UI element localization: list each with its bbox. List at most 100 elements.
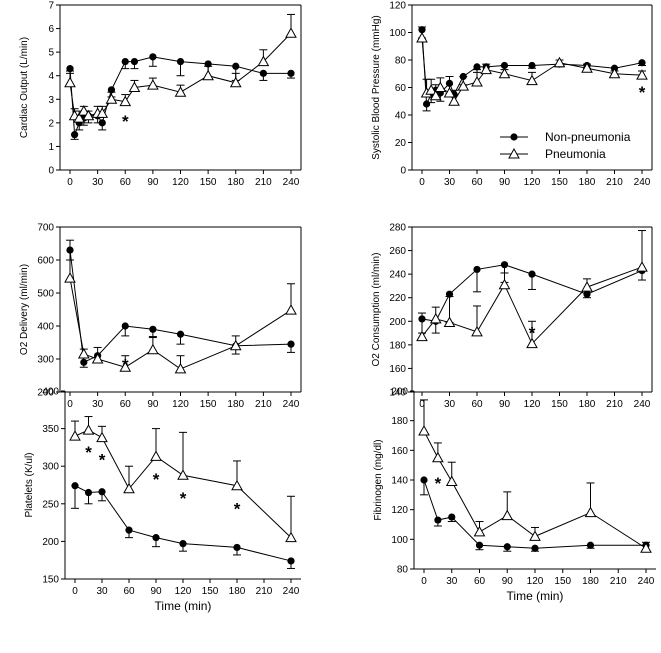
series-pneumonia <box>69 416 297 543</box>
x-tick-label: 90 <box>499 177 511 188</box>
data-point-triangle <box>448 95 460 106</box>
data-point-triangle <box>257 55 270 67</box>
data-point-triangle <box>498 278 511 290</box>
y-tick-label: 120 <box>391 505 408 516</box>
data-point-triangle <box>636 69 648 80</box>
y-tick-label: 100 <box>391 535 408 546</box>
significance-star: * <box>639 83 646 102</box>
data-point-triangle <box>471 325 483 337</box>
y-tick-label: 400 <box>42 387 59 398</box>
y-tick-label: 0 <box>400 166 406 177</box>
data-point-triangle <box>285 304 297 315</box>
data-point-triangle <box>432 451 444 463</box>
data-point-triangle <box>177 469 189 480</box>
x-tick-label: 150 <box>200 399 217 410</box>
significance-star: * <box>180 489 187 508</box>
y-tick-label: 140 <box>391 476 408 487</box>
y-tick-label: 6 <box>48 24 54 35</box>
data-point-triangle <box>581 62 593 73</box>
y-tick-label: 700 <box>37 223 54 234</box>
data-point-triangle <box>471 75 483 87</box>
x-tick-label: 0 <box>421 576 427 587</box>
y-tick-label: 260 <box>389 246 406 257</box>
legend-marker-pneumonia <box>508 147 520 159</box>
data-point-triangle <box>553 56 566 68</box>
legend-marker-non-pneumonia <box>510 133 518 141</box>
data-point-circle <box>420 476 428 484</box>
x-tick-label: 60 <box>471 399 483 410</box>
data-point-circle <box>152 534 160 542</box>
data-point-triangle <box>77 105 90 116</box>
chart-fibrinogen: 80 100 120 140 160 180 200 0 30 60 90 120 150 180 210 2… <box>373 387 656 603</box>
significance-star: * <box>85 443 92 462</box>
data-point-triangle <box>473 525 486 537</box>
data-point-circle <box>434 516 442 524</box>
y-tick-label: 60 <box>395 83 407 94</box>
data-point-circle <box>125 526 133 534</box>
y-tick-label: 400 <box>37 322 54 333</box>
data-point-circle <box>287 557 295 565</box>
y-axis-label: Fibrinogen (mg/dl) <box>373 439 384 520</box>
x-tick-label: 120 <box>172 177 189 188</box>
x-tick-label: 240 <box>283 399 300 410</box>
significance-star: * <box>122 112 129 131</box>
data-point-triangle <box>73 112 86 123</box>
chart-systolic-pressure: 0 20 40 60 80 100 120 0 30 60 90 120 150 180 210 240 Sys… <box>371 1 653 188</box>
data-point-triangle <box>82 424 95 435</box>
y-tick-label: 200 <box>42 537 59 548</box>
data-point-circle <box>445 290 454 298</box>
data-point-triangle <box>416 31 428 43</box>
data-point-circle <box>422 100 431 108</box>
x-tick-label: 180 <box>579 399 596 410</box>
x-tick-label: 210 <box>255 177 272 188</box>
x-tick-label: 210 <box>256 586 273 597</box>
data-point-circle <box>232 62 240 70</box>
x-tick-label: 90 <box>502 576 514 587</box>
y-tick-label: 250 <box>42 499 59 510</box>
series-pneumonia <box>64 13 297 123</box>
data-point-circle <box>204 60 212 68</box>
data-point-triangle <box>501 509 514 521</box>
y-tick-label: 500 <box>37 289 54 300</box>
series-non-pneumonia <box>71 482 295 569</box>
data-point-circle <box>233 543 241 552</box>
data-point-triangle <box>229 339 242 351</box>
y-tick-label: 3 <box>48 95 54 106</box>
y-axis-label: O2 Delivery (ml/min) <box>19 264 30 355</box>
series-line <box>69 250 292 364</box>
y-tick-label: 220 <box>389 293 406 304</box>
data-point-triangle <box>640 542 652 553</box>
legend-label-non-pneumonia: Non-pneumonia <box>545 130 631 144</box>
x-tick-label: 210 <box>606 399 623 410</box>
data-point-circle <box>176 57 185 66</box>
x-tick-label: 90 <box>147 177 159 188</box>
x-tick-label: 240 <box>283 177 300 188</box>
series-pneumonia <box>418 399 652 553</box>
y-tick-label: 300 <box>37 355 54 366</box>
series-pneumonia <box>416 230 648 349</box>
significance-star: * <box>435 474 442 493</box>
x-tick-label: 60 <box>471 177 483 188</box>
x-tick-label: 90 <box>150 586 162 597</box>
x-tick-label: 30 <box>444 177 456 188</box>
data-point-triangle <box>82 109 95 121</box>
chart-o2-delivery: 200 300 400 500 600 700 0 30 60 90 120 150 180 210 240… <box>19 223 302 410</box>
data-point-circle <box>287 340 295 348</box>
x-tick-label: 150 <box>200 177 217 188</box>
y-tick-label: 80 <box>395 56 407 67</box>
data-point-triangle <box>69 430 81 441</box>
x-tick-label: 0 <box>419 399 425 410</box>
x-tick-label: 210 <box>255 399 272 410</box>
data-point-triangle <box>429 89 442 101</box>
x-tick-label: 180 <box>227 177 244 188</box>
x-tick-label: 120 <box>524 399 541 410</box>
x-tick-label: 120 <box>175 586 192 597</box>
y-tick-label: 2 <box>48 118 54 129</box>
data-point-circle <box>80 358 88 366</box>
y-tick-label: 1 <box>48 142 54 153</box>
data-point-triangle <box>229 76 242 88</box>
data-point-triangle <box>636 261 648 272</box>
y-tick-label: 7 <box>48 1 54 12</box>
data-point-circle <box>149 53 157 61</box>
x-tick-label: 180 <box>229 586 246 597</box>
